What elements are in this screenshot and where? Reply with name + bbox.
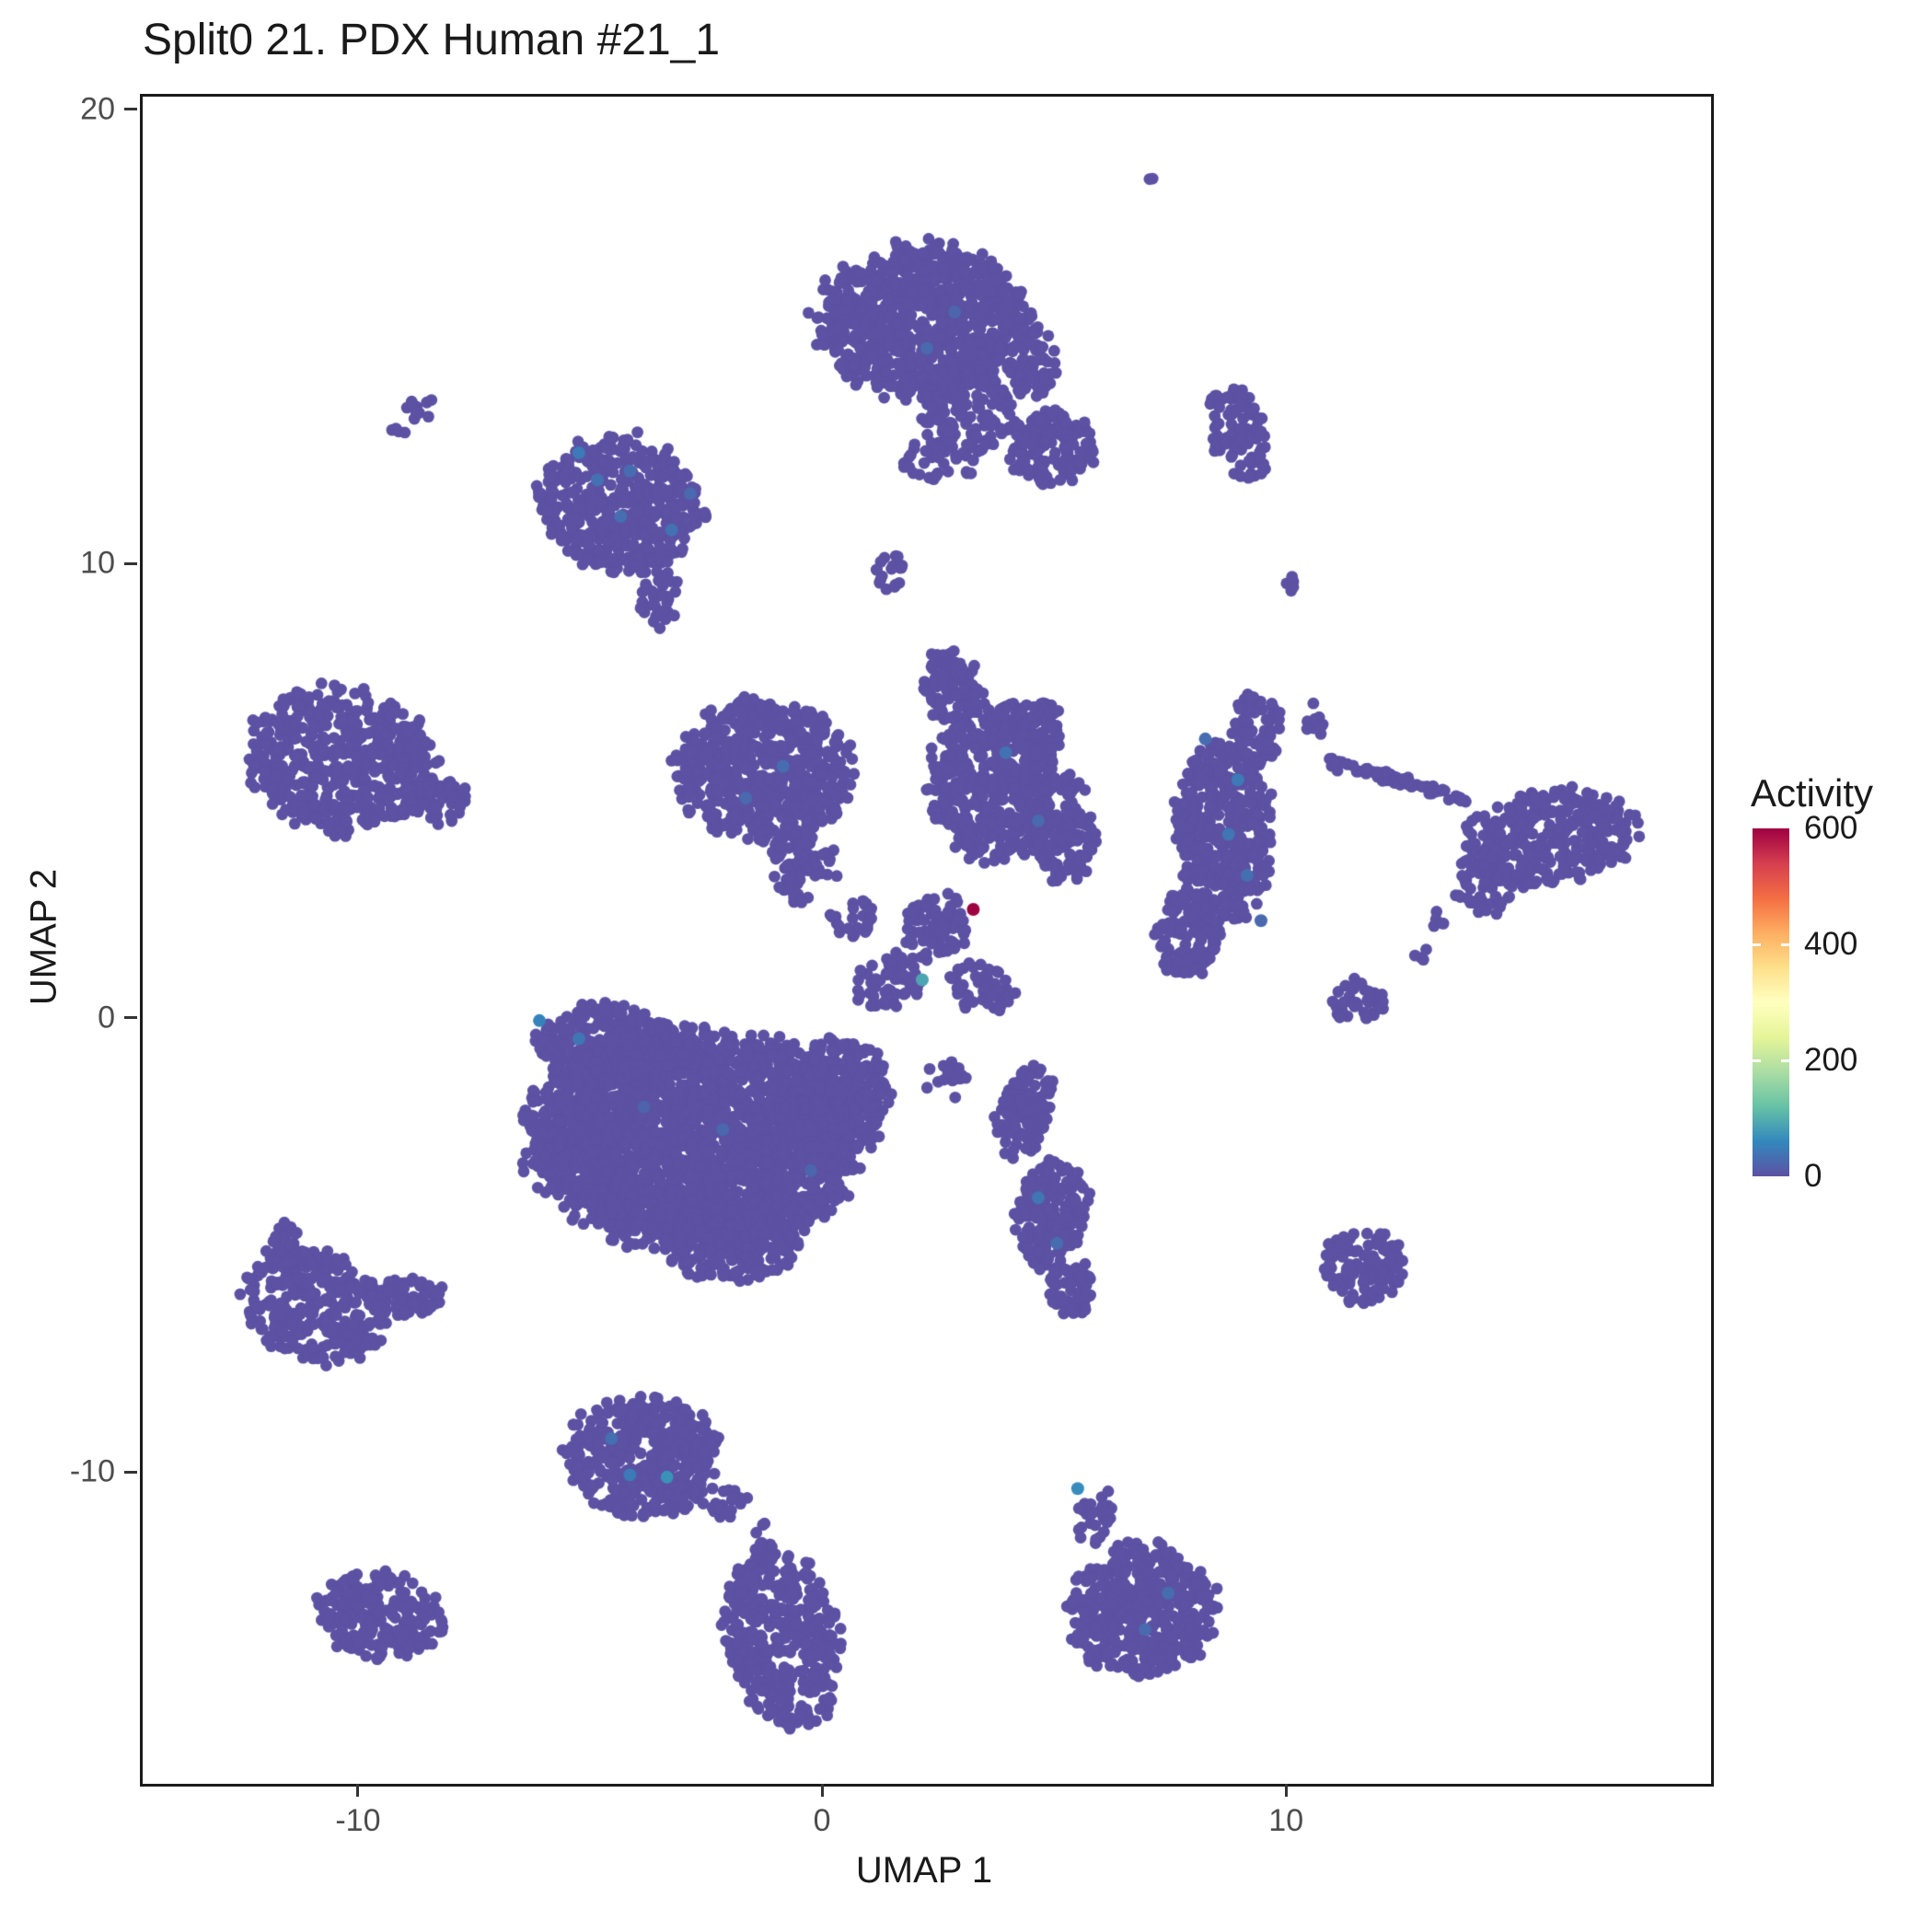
- legend: Activity 600 400 200 0: [1751, 771, 1926, 1195]
- legend-bar-tick-mark: [1753, 943, 1761, 946]
- y-tick-label: 20: [80, 91, 115, 127]
- y-tick-mark: [124, 561, 137, 565]
- y-tick-mark: [124, 1470, 137, 1474]
- x-tick-label: -10: [335, 1803, 381, 1838]
- y-axis-title: UMAP 2: [23, 868, 64, 1006]
- chart-title: Split0 21. PDX Human #21_1: [143, 16, 721, 64]
- x-tick-mark: [1284, 1784, 1288, 1797]
- y-tick-label: -10: [69, 1453, 115, 1489]
- y-tick-mark: [124, 1016, 137, 1020]
- y-tick-mark: [124, 108, 137, 111]
- x-axis-title: UMAP 1: [855, 1850, 993, 1891]
- x-tick-label: 0: [813, 1803, 831, 1838]
- scatter-points-canvas: [143, 97, 1711, 1784]
- legend-bar-tick-mark: [1781, 943, 1789, 946]
- x-tick-mark: [356, 1784, 360, 1797]
- legend-title: Activity: [1751, 771, 1874, 815]
- y-tick-label: 0: [98, 1000, 115, 1035]
- legend-tick-label: 200: [1804, 1042, 1858, 1078]
- plot-panel: [140, 94, 1714, 1787]
- x-tick-mark: [820, 1784, 824, 1797]
- legend-bar-tick-mark: [1781, 1059, 1789, 1062]
- x-tick-label: 10: [1268, 1803, 1304, 1838]
- y-tick-label: 10: [80, 545, 115, 581]
- legend-colorbar: [1753, 828, 1789, 1176]
- legend-tick-label: 0: [1804, 1158, 1822, 1194]
- legend-bar-tick-mark: [1753, 1059, 1761, 1062]
- legend-tick-label: 400: [1804, 926, 1858, 962]
- legend-tick-label: 600: [1804, 810, 1858, 846]
